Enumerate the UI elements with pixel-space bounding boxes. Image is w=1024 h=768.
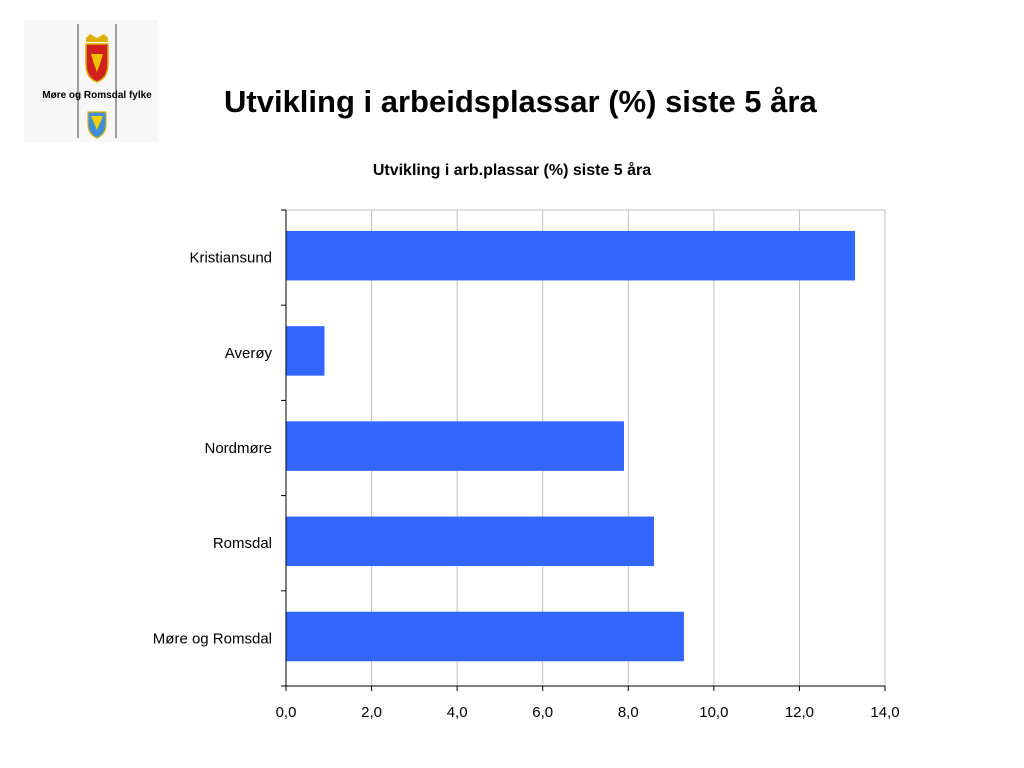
x-tick-label: 2,0 xyxy=(361,704,382,721)
bar xyxy=(286,516,654,567)
bar xyxy=(286,421,625,471)
category-label: Kristiansund xyxy=(189,250,272,267)
x-tick-label: 12,0 xyxy=(785,704,814,721)
slide-title: Utvikling i arbeidsplassar (%) siste 5 å… xyxy=(224,84,817,119)
chart-title: Utvikling i arb.plassar (%) siste 5 åra xyxy=(372,162,652,179)
coat-of-arms-icon xyxy=(85,34,109,83)
bar xyxy=(286,326,325,376)
bar xyxy=(286,230,856,281)
x-tick-label: 6,0 xyxy=(532,704,553,721)
county-shield-icon xyxy=(87,111,107,139)
x-tick-label: 10,0 xyxy=(699,704,728,721)
logo-text: Møre og Romsdal fylke xyxy=(42,90,152,101)
x-tick-label: 8,0 xyxy=(618,704,639,721)
x-tick-label: 14,0 xyxy=(870,704,899,721)
category-label: Romsdal xyxy=(213,535,272,552)
bar xyxy=(286,611,684,662)
category-label: Nordmøre xyxy=(204,440,272,457)
x-tick-label: 0,0 xyxy=(276,704,297,721)
category-label: Møre og Romsdal xyxy=(153,630,272,647)
x-tick-label: 4,0 xyxy=(447,704,468,721)
logo: Møre og Romsdal fylke xyxy=(24,20,158,142)
category-label: Averøy xyxy=(225,345,273,362)
